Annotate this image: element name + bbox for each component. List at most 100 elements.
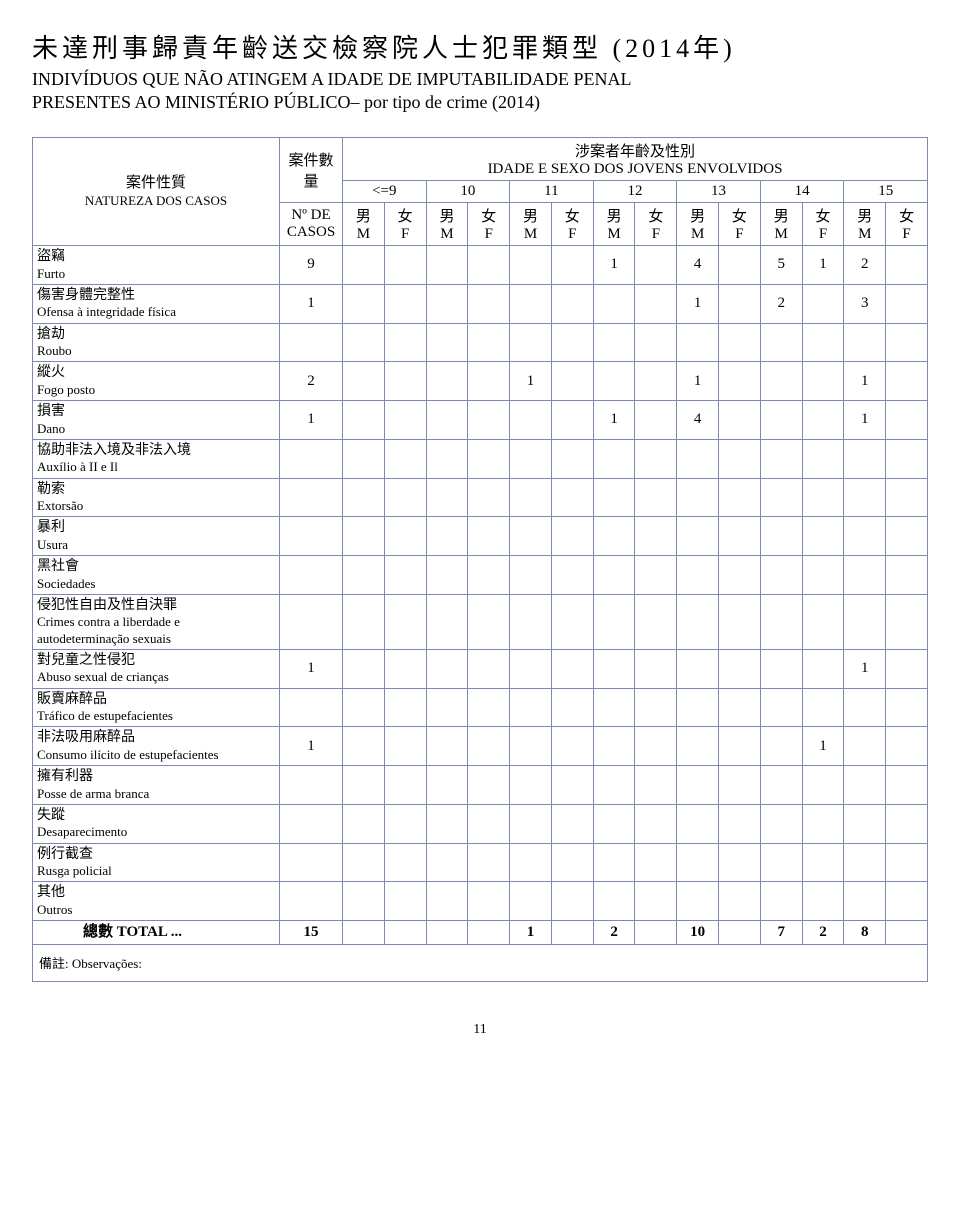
header-age-2: 11 [510,181,594,203]
data-cell [760,323,802,362]
data-cell [760,517,802,556]
data-cell [886,843,928,882]
header-age-5: 14 [760,181,844,203]
data-cell [510,727,552,766]
header-casos-pt: Nº DECASOS [280,203,343,246]
data-cell [886,439,928,478]
total-label: 總數 TOTAL ... [33,921,280,945]
data-cell: 1 [593,401,635,440]
row-label: 擁有利器Posse de arma branca [33,766,280,805]
table-row: 擁有利器Posse de arma branca [33,766,928,805]
data-cell [677,766,719,805]
data-cell [886,804,928,843]
data-cell [760,766,802,805]
data-cell: 4 [677,246,719,285]
data-cell [886,727,928,766]
data-cell [719,688,761,727]
data-cell [384,323,426,362]
casos-cell [280,556,343,595]
data-cell [677,688,719,727]
data-cell [886,594,928,649]
total-cell [886,921,928,945]
row-label: 失蹤Desaparecimento [33,804,280,843]
data-cell [426,594,468,649]
data-cell [719,649,761,688]
data-cell [426,688,468,727]
casos-cell [280,843,343,882]
data-cell [760,804,802,843]
row-label: 盜竊Furto [33,246,280,285]
total-cell [384,921,426,945]
data-cell [426,439,468,478]
data-cell: 1 [802,246,844,285]
data-cell [426,843,468,882]
header-m-4: 男M [677,203,719,246]
data-cell [635,401,677,440]
data-cell [802,766,844,805]
data-cell [719,843,761,882]
data-cell [844,688,886,727]
data-cell [343,727,385,766]
data-cell [468,439,510,478]
data-cell [551,804,593,843]
header-f-1: 女F [468,203,510,246]
data-cell [426,649,468,688]
data-cell [760,649,802,688]
data-cell [886,766,928,805]
title-zh: 未達刑事歸責年齡送交檢察院人士犯罪類型 (2014年) [32,28,928,65]
data-cell: 4 [677,401,719,440]
data-cell [802,594,844,649]
total-cell [343,921,385,945]
data-cell [384,843,426,882]
data-cell [719,882,761,921]
data-cell [677,594,719,649]
row-label: 其他Outros [33,882,280,921]
data-cell [468,843,510,882]
data-cell [635,478,677,517]
header-m-2: 男M [510,203,552,246]
data-cell [635,882,677,921]
table-row: 縱火Fogo posto2111 [33,362,928,401]
data-cell [510,649,552,688]
data-cell [468,323,510,362]
data-cell [719,401,761,440]
casos-cell [280,766,343,805]
data-cell [343,843,385,882]
data-cell [510,401,552,440]
data-cell [802,478,844,517]
header-idade: 涉案者年齡及性別IDADE E SEXO DOS JOVENS ENVOLVID… [343,138,928,181]
total-cell: 7 [760,921,802,945]
data-cell [426,246,468,285]
data-cell [468,594,510,649]
data-cell: 5 [760,246,802,285]
data-cell [551,727,593,766]
data-cell [468,882,510,921]
data-cell [343,478,385,517]
crime-table: 案件性質NATUREZA DOS CASOS案件數量涉案者年齡及性別IDADE … [32,137,928,982]
data-cell [384,284,426,323]
data-cell [802,401,844,440]
row-label: 對兒童之性侵犯Abuso sexual de crianças [33,649,280,688]
data-cell [719,246,761,285]
data-cell [886,478,928,517]
data-cell: 1 [844,362,886,401]
data-cell [802,688,844,727]
row-label: 傷害身體完整性Ofensa à integridade física [33,284,280,323]
table-row: 協助非法入境及非法入境Auxílio à II e Il [33,439,928,478]
header-m-3: 男M [593,203,635,246]
data-cell [510,556,552,595]
data-cell [802,284,844,323]
data-cell [510,439,552,478]
row-label: 損害Dano [33,401,280,440]
data-cell [510,246,552,285]
data-cell [677,323,719,362]
data-cell [426,401,468,440]
data-cell [635,804,677,843]
data-cell [719,323,761,362]
total-cell: 8 [844,921,886,945]
data-cell [677,649,719,688]
header-age-1: 10 [426,181,510,203]
data-cell [551,284,593,323]
data-cell [802,362,844,401]
data-cell [343,362,385,401]
